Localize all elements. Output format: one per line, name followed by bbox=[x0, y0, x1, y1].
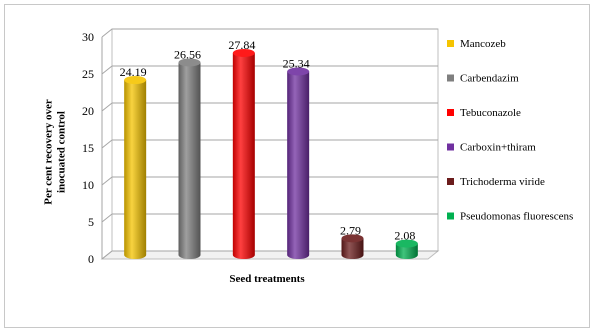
gridline-side bbox=[101, 102, 113, 112]
bar-body bbox=[232, 52, 255, 259]
x-axis-title: Seed treatments bbox=[229, 273, 305, 285]
bar-body bbox=[287, 71, 310, 259]
gridline-side bbox=[101, 176, 113, 186]
legend-label: Trichoderma viride bbox=[460, 176, 545, 188]
bar-top bbox=[124, 75, 147, 84]
legend-label: Carboxin+thiram bbox=[460, 142, 536, 154]
y-tick-label: 15 bbox=[82, 141, 94, 155]
bar-pseudomonas-fluorescens bbox=[395, 239, 418, 259]
legend-swatch bbox=[447, 212, 454, 220]
data-label: 26.56 bbox=[174, 47, 201, 61]
data-label: 2.08 bbox=[394, 229, 415, 243]
bar-tebuconazole bbox=[232, 48, 255, 259]
legend-swatch bbox=[447, 109, 454, 116]
y-tick-label: 20 bbox=[82, 104, 94, 118]
bar-top bbox=[341, 234, 364, 243]
bar-top bbox=[287, 67, 310, 76]
gridline-side bbox=[101, 213, 113, 223]
y-axis-title-line: inocuated control bbox=[56, 111, 68, 193]
data-label: 25.34 bbox=[283, 56, 310, 70]
bar-mancozeb bbox=[124, 75, 147, 259]
y-tick-label: 30 bbox=[82, 30, 94, 44]
y-tick-label: 0 bbox=[88, 252, 94, 266]
y-axis-title: Per cent recovery overinocuated control bbox=[43, 99, 68, 205]
legend-swatch bbox=[447, 74, 454, 82]
bar-top bbox=[178, 58, 201, 67]
plot-floor bbox=[100, 250, 440, 260]
bar-body bbox=[124, 79, 147, 259]
legend-swatch bbox=[447, 40, 454, 47]
data-label: 24.19 bbox=[120, 65, 147, 79]
bar-top bbox=[232, 48, 255, 57]
bar-body bbox=[341, 238, 364, 259]
y-tick-label: 10 bbox=[82, 178, 94, 192]
legend-label: Mancozeb bbox=[460, 38, 506, 50]
bar-trichoderma-viride bbox=[341, 234, 364, 259]
bar-top bbox=[395, 239, 418, 248]
gridline-side bbox=[101, 28, 113, 38]
legend-label: Pseudomonas fluorescens bbox=[460, 211, 573, 223]
bar-carbendazim bbox=[178, 58, 201, 260]
gridline-side bbox=[101, 139, 113, 149]
bar-body bbox=[178, 62, 201, 260]
y-tick-label: 25 bbox=[82, 67, 94, 81]
legend-label: Tebuconazole bbox=[460, 107, 521, 119]
y-axis-title-line: Per cent recovery over bbox=[43, 99, 55, 205]
bar-body bbox=[395, 243, 418, 259]
bar-carboxin-thiram bbox=[287, 67, 310, 259]
data-label: 27.84 bbox=[228, 38, 255, 52]
legend-swatch bbox=[447, 143, 454, 151]
gridline-side bbox=[101, 65, 113, 75]
y-tick-label: 5 bbox=[88, 215, 94, 229]
gridline-side bbox=[101, 250, 113, 260]
legend-swatch bbox=[447, 178, 454, 185]
legend-label: Carbendazim bbox=[460, 73, 519, 85]
data-label: 2.79 bbox=[340, 223, 361, 237]
